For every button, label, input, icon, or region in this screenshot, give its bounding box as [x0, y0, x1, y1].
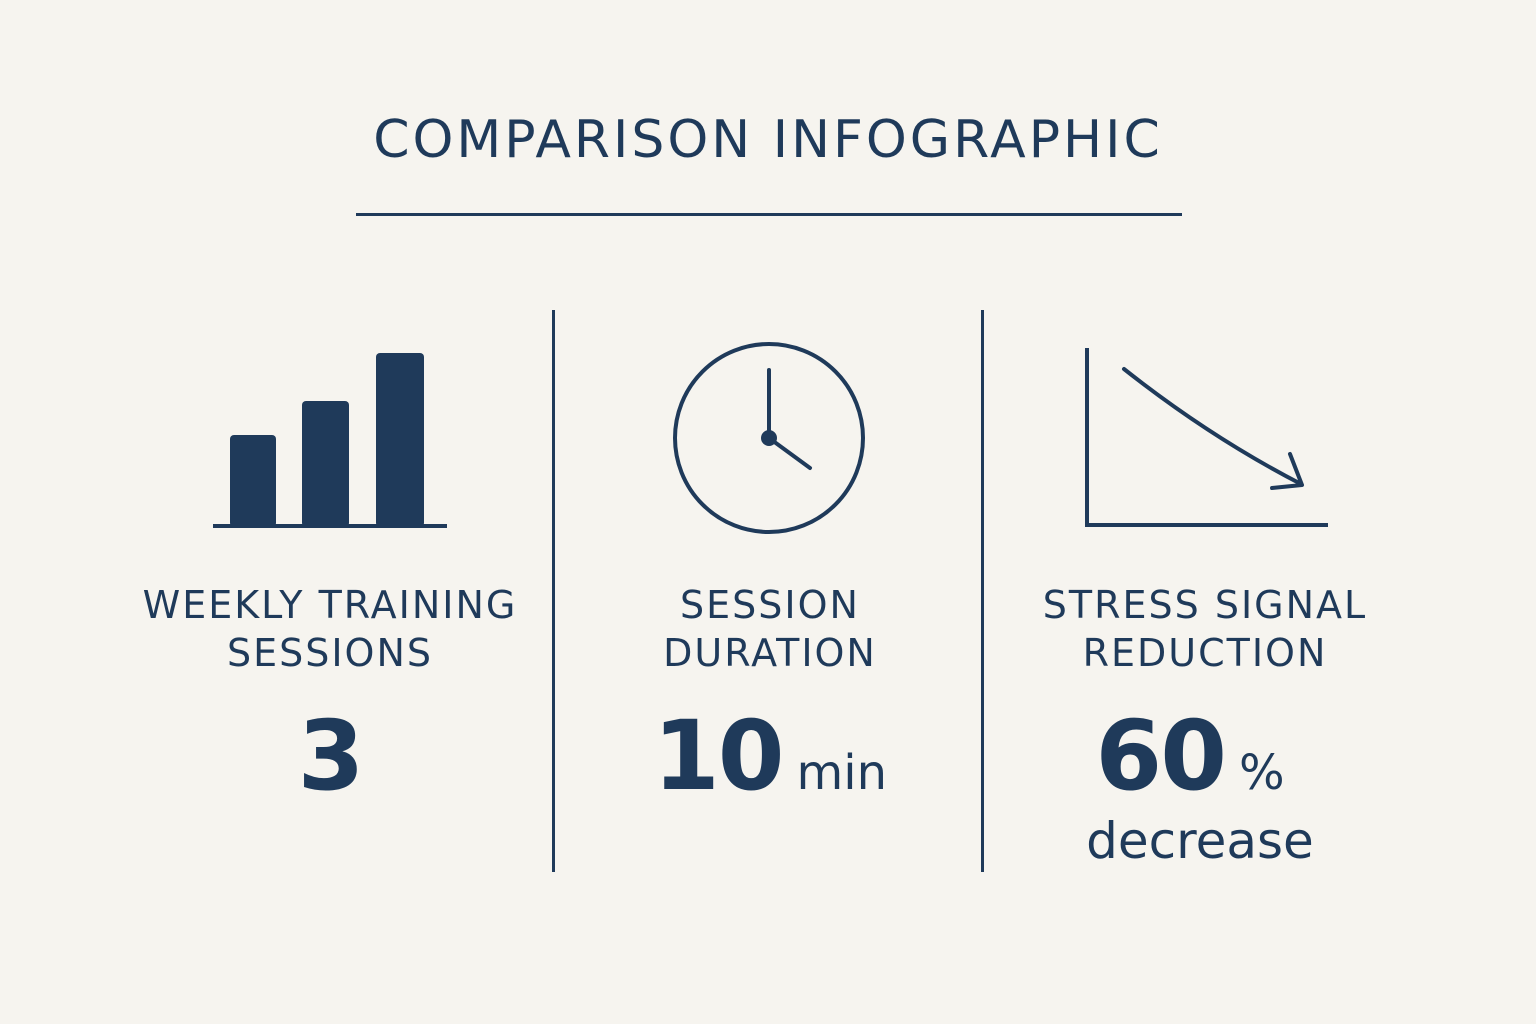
session-duration-label-line1: SESSION	[680, 583, 860, 627]
stress-reduction-unit: %	[1238, 745, 1285, 801]
weekly-sessions-label: WEEKLY TRAINING SESSIONS	[130, 581, 530, 677]
weekly-sessions-value: 3	[130, 706, 530, 806]
stress-reduction-label: STRESS SIGNAL REDUCTION	[1005, 581, 1405, 677]
weekly-sessions-number: 3	[297, 700, 365, 812]
column-divider-left	[552, 310, 555, 872]
clock-icon	[673, 342, 865, 534]
title-underline	[356, 213, 1182, 216]
weekly-sessions-label-line2: SESSIONS	[226, 631, 434, 675]
weekly-sessions-label-line1: WEEKLY TRAINING	[142, 583, 518, 627]
session-duration-number: 10	[652, 700, 785, 812]
stress-reduction-label-line2: REDUCTION	[1082, 631, 1328, 675]
page-title: COMPARISON INFOGRAPHIC	[373, 110, 1163, 170]
column-divider-right	[981, 310, 984, 872]
session-duration-label: SESSION DURATION	[570, 581, 970, 677]
downtrend-chart-icon	[1085, 348, 1328, 527]
session-duration-label-line2: DURATION	[663, 631, 877, 675]
session-duration-unit: min	[796, 745, 888, 801]
stress-reduction-value: 60%	[990, 706, 1390, 806]
session-duration-value: 10 min	[570, 706, 970, 806]
stress-reduction-label-line1: STRESS SIGNAL	[1042, 583, 1368, 627]
bar-chart-icon	[213, 353, 447, 528]
stress-reduction-note: decrease	[1086, 812, 1314, 870]
stress-reduction-number: 60	[1095, 700, 1227, 812]
